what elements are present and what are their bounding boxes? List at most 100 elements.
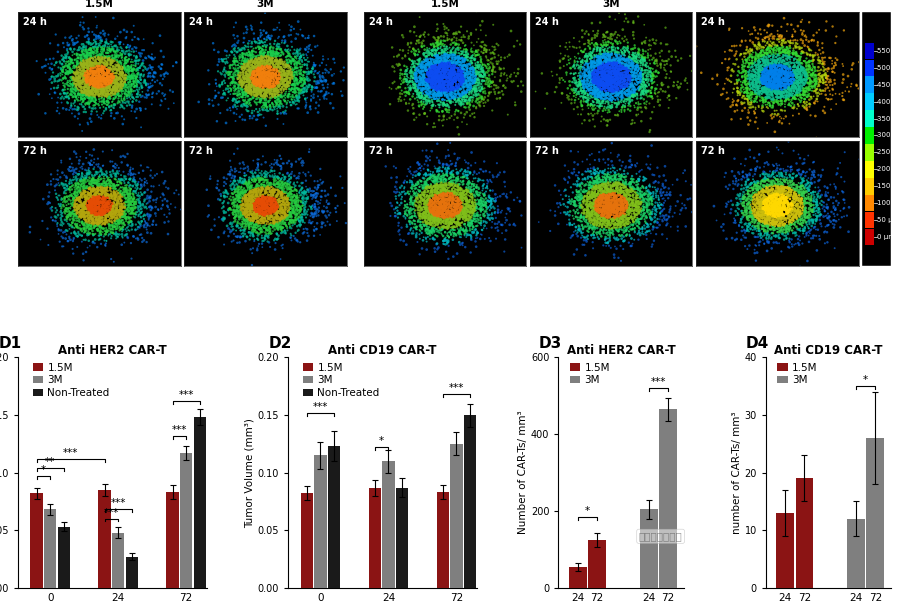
Point <box>246 203 261 213</box>
Point <box>752 71 767 81</box>
Point <box>756 198 770 207</box>
Point <box>759 198 774 207</box>
Point <box>71 84 85 94</box>
Point <box>299 96 313 105</box>
Point <box>595 205 609 215</box>
Point <box>401 229 415 239</box>
Point <box>415 205 430 215</box>
Point <box>441 62 455 72</box>
Point <box>255 93 270 103</box>
Point <box>606 67 621 76</box>
Point <box>754 52 768 61</box>
Point <box>602 187 616 197</box>
Point <box>80 74 94 84</box>
Point <box>72 207 87 217</box>
Point <box>781 82 795 92</box>
Point <box>52 57 67 67</box>
Point <box>79 183 93 193</box>
Point <box>427 62 442 72</box>
Point <box>591 201 605 211</box>
Point <box>803 228 817 238</box>
Point <box>440 96 454 105</box>
Point <box>609 196 624 205</box>
Point <box>85 59 100 69</box>
Point <box>430 216 444 226</box>
Point <box>73 80 88 90</box>
Point <box>790 55 805 64</box>
Point <box>140 209 155 219</box>
Point <box>67 55 81 65</box>
Point <box>508 98 522 107</box>
Point <box>138 216 152 226</box>
Point <box>753 25 767 35</box>
Point <box>736 78 750 87</box>
Point <box>754 61 768 71</box>
Point <box>633 171 647 181</box>
Point <box>251 171 265 181</box>
Point <box>451 82 465 92</box>
Point <box>430 53 444 62</box>
Point <box>228 89 243 99</box>
Point <box>446 209 461 219</box>
Point <box>96 58 110 67</box>
Point <box>740 214 755 224</box>
Point <box>49 76 63 86</box>
Point <box>125 64 139 74</box>
Point <box>785 214 799 224</box>
Point <box>780 87 795 97</box>
Point <box>99 75 113 84</box>
Point <box>607 81 622 91</box>
Point <box>584 210 598 220</box>
Point <box>235 62 250 72</box>
Point <box>433 76 448 85</box>
Point <box>281 91 296 101</box>
Point <box>603 80 617 90</box>
Point <box>782 236 796 245</box>
Point <box>296 32 310 41</box>
Point <box>244 38 259 48</box>
Point <box>460 53 474 62</box>
Point <box>288 61 302 70</box>
Point <box>791 88 805 98</box>
Point <box>281 77 295 87</box>
Point <box>79 87 93 96</box>
Point <box>268 169 282 179</box>
Point <box>466 205 481 215</box>
Point <box>75 79 90 89</box>
Point <box>746 185 760 195</box>
Point <box>617 105 632 115</box>
Point <box>472 190 487 200</box>
Point <box>443 58 457 67</box>
Point <box>776 188 790 198</box>
Point <box>435 107 450 116</box>
Point <box>404 84 418 94</box>
Point <box>600 221 614 231</box>
Point <box>63 90 78 100</box>
Point <box>77 199 91 209</box>
Point <box>786 65 800 75</box>
Point <box>389 203 404 213</box>
Point <box>789 82 804 92</box>
Point <box>76 18 91 27</box>
Point <box>776 76 791 86</box>
Point <box>568 222 583 231</box>
Point <box>315 186 329 196</box>
Point <box>236 95 251 105</box>
Point <box>291 79 305 89</box>
Point <box>430 166 444 176</box>
Point <box>822 64 836 74</box>
Point <box>774 178 788 187</box>
Point <box>768 181 783 190</box>
Point <box>92 58 107 68</box>
Point <box>410 85 424 95</box>
Point <box>99 193 113 202</box>
Point <box>581 90 595 100</box>
Point <box>424 59 439 68</box>
Point <box>751 229 766 239</box>
Point <box>584 80 598 90</box>
Point <box>735 222 749 232</box>
Point <box>776 193 790 203</box>
Point <box>81 208 96 218</box>
Point <box>273 64 288 74</box>
Point <box>90 61 104 70</box>
